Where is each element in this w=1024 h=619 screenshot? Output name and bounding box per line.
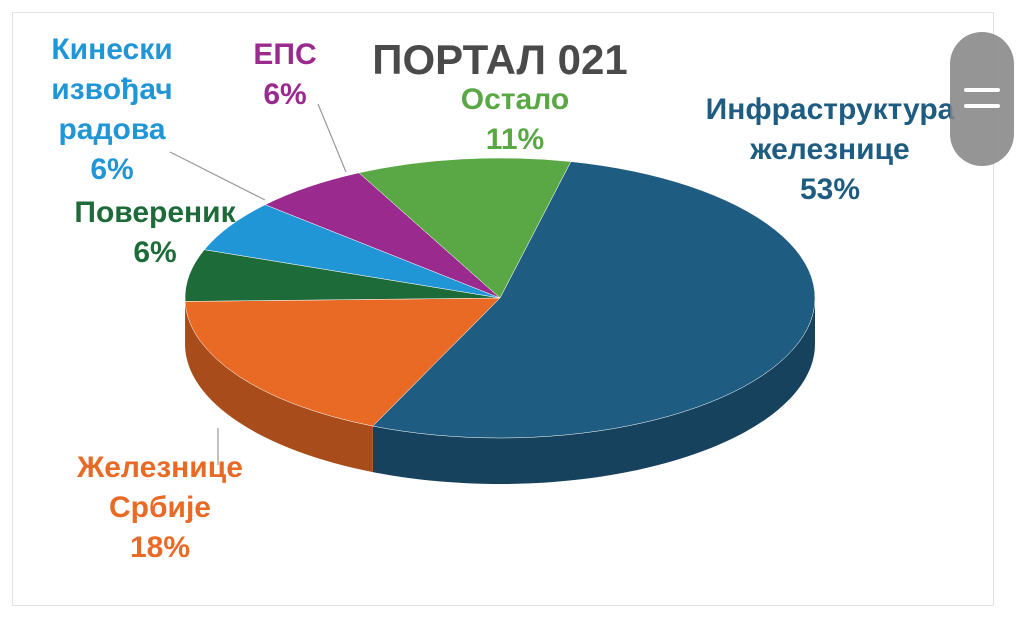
slice-label: Остало	[460, 83, 570, 116]
slice-label: Кинески извођач радова	[51, 33, 173, 146]
pie-slice	[203, 204, 501, 299]
pie-slice	[184, 297, 501, 427]
menu-bar	[964, 104, 1000, 108]
pie-slice	[372, 161, 816, 439]
menu-button[interactable]	[950, 32, 1014, 166]
pie-slice	[264, 172, 501, 299]
pie-slice	[184, 249, 501, 302]
pie-slice-side	[372, 298, 815, 485]
pie-slice-side	[185, 301, 373, 473]
value-label: 6%	[263, 78, 307, 111]
value-label: 6%	[90, 153, 134, 186]
slice-label: Инфраструктура железнице	[705, 93, 955, 166]
pie-slice	[358, 157, 572, 299]
chart-title: ПОРТАЛ 021	[372, 36, 628, 83]
slice-label: Повереник	[74, 196, 236, 229]
slice-label: ЕПС	[253, 38, 317, 71]
slice-label: Железнице Србије	[77, 451, 243, 524]
value-label: 53%	[799, 173, 861, 206]
value-label: 11%	[485, 123, 545, 156]
leader-line	[169, 151, 266, 201]
value-label: 6%	[133, 236, 177, 269]
leader-line	[317, 103, 347, 173]
menu-bar	[964, 88, 1000, 92]
value-label: 18%	[129, 531, 191, 564]
